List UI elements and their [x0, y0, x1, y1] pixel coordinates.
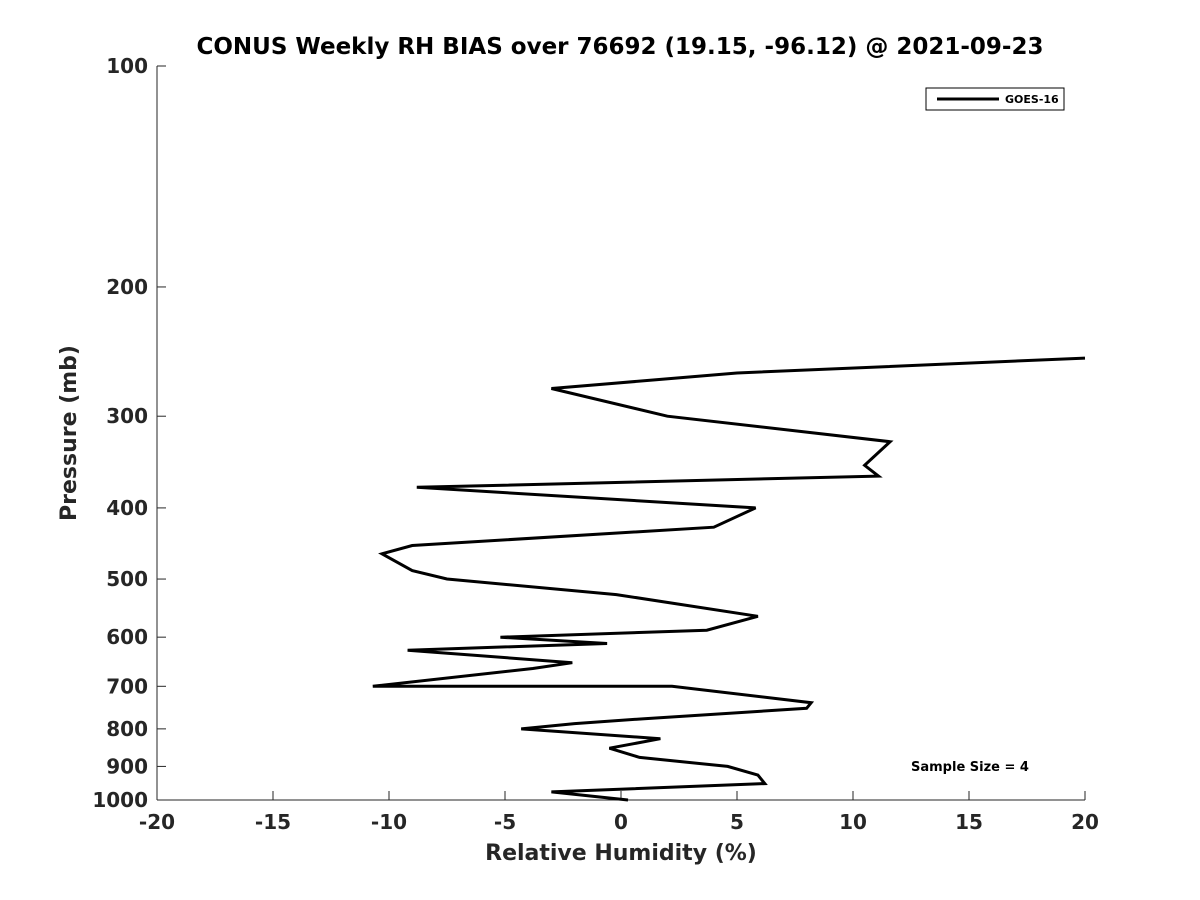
legend-label: GOES-16	[1005, 93, 1059, 106]
y-tick-label: 100	[106, 54, 148, 78]
y-tick-label: 500	[106, 567, 148, 591]
y-tick-label: 1000	[92, 788, 148, 812]
series-line-goes-16	[372, 356, 1086, 802]
chart-title: CONUS Weekly RH BIAS over 76692 (19.15, …	[196, 34, 1043, 60]
x-tick-label: -20	[139, 810, 175, 834]
y-tick-label: 900	[106, 754, 148, 778]
y-axis-ticks: 100 200 300 400 500 600 700 800 900 1000	[92, 54, 166, 812]
y-tick-label: 300	[106, 404, 148, 428]
x-tick-label: 20	[1071, 810, 1099, 834]
y-tick-label: 700	[106, 674, 148, 698]
x-tick-label: -5	[494, 810, 516, 834]
y-tick-label: 800	[106, 717, 148, 741]
x-tick-label: 5	[730, 810, 744, 834]
y-tick-label: 400	[106, 496, 148, 520]
x-tick-label: 0	[614, 810, 628, 834]
x-tick-label: -10	[371, 810, 407, 834]
x-tick-label: 15	[955, 810, 983, 834]
x-axis-ticks: -20 -15 -10 -5 0 5 10 15 20	[139, 791, 1099, 834]
x-tick-label: -15	[255, 810, 291, 834]
series-layer	[372, 356, 1086, 802]
y-axis-label: Pressure (mb)	[57, 345, 82, 521]
x-axis-label: Relative Humidity (%)	[485, 841, 757, 866]
plot-area	[156, 66, 1085, 801]
legend: GOES-16	[925, 87, 1065, 111]
y-tick-label: 200	[106, 275, 148, 299]
x-tick-label: 10	[839, 810, 867, 834]
y-tick-label: 600	[106, 625, 148, 649]
sample-size-annotation: Sample Size = 4	[911, 760, 1029, 775]
